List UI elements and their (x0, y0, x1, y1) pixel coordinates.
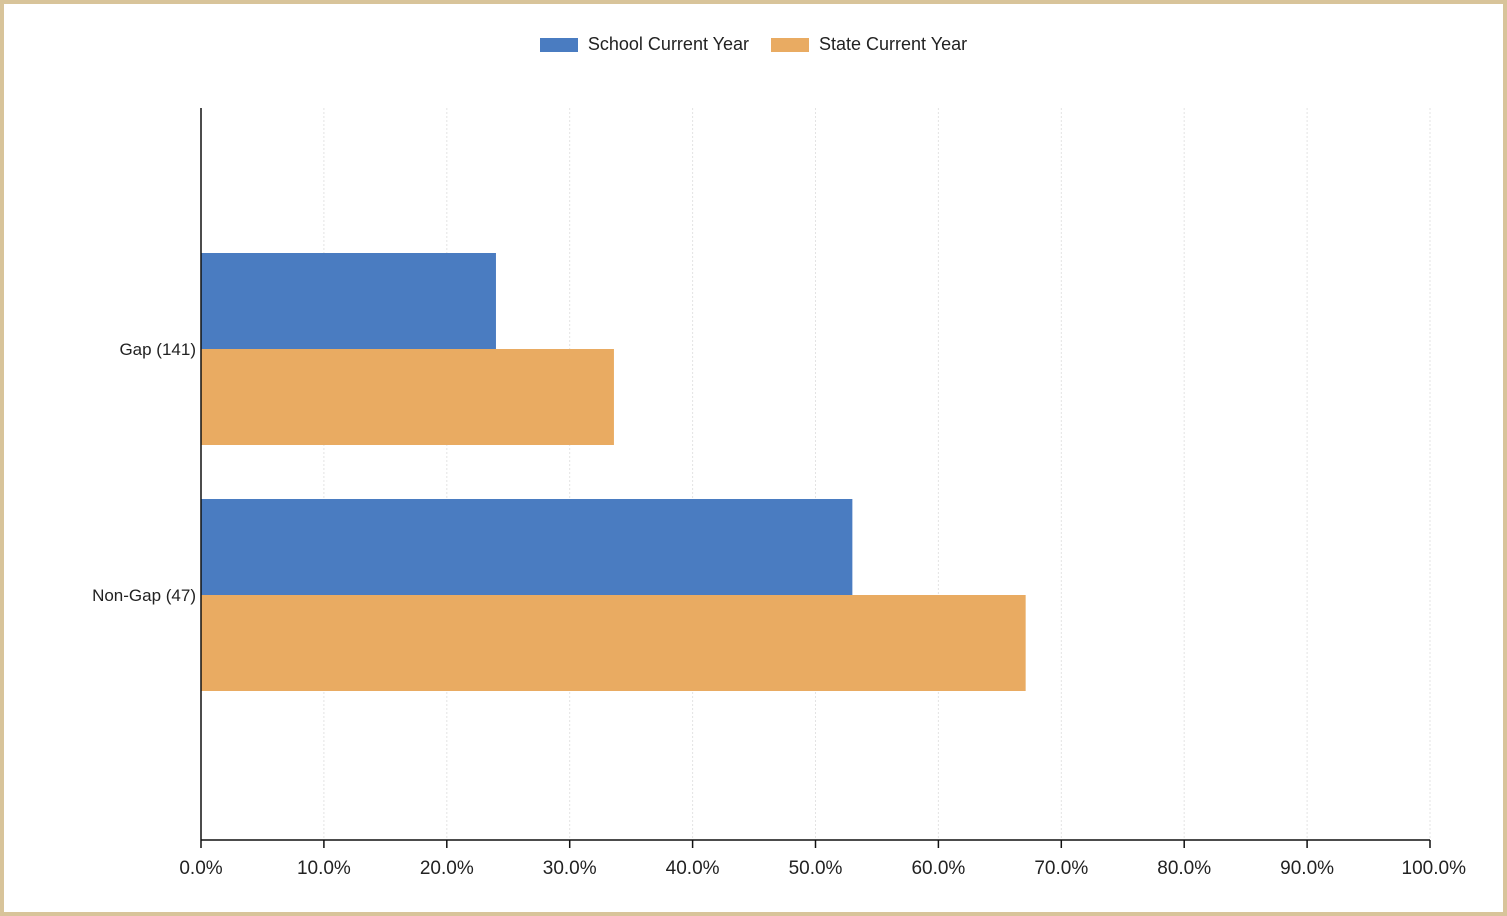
x-tick-label: 100.0% (1402, 858, 1467, 879)
x-tick-label: 0.0% (179, 858, 222, 879)
chart-frame (4, 4, 1503, 912)
x-tick-label: 70.0% (1034, 858, 1088, 879)
x-tick-label: 50.0% (789, 858, 843, 879)
x-tick-label: 90.0% (1280, 858, 1334, 879)
legend-item-school: School Current Year (539, 34, 749, 55)
legend-label-state: State Current Year (819, 34, 968, 54)
bar-school (201, 499, 853, 595)
legend-swatch-state (771, 37, 809, 52)
bar-state (201, 595, 1026, 691)
bar-state (201, 349, 614, 445)
x-tick-label: 10.0% (297, 858, 351, 879)
bar-school (201, 253, 496, 349)
x-tick-label: 80.0% (1157, 858, 1211, 879)
x-tick-label: 30.0% (543, 858, 597, 879)
legend-label-school: School Current Year (587, 34, 749, 54)
legend-swatch-school (539, 37, 578, 52)
category-label: Gap (141) (119, 340, 196, 359)
x-tick-label: 40.0% (666, 858, 720, 879)
legend: School Current Year State Current Year (0, 34, 1507, 55)
x-tick-label: 60.0% (911, 858, 965, 879)
x-tick-label: 20.0% (420, 858, 474, 879)
legend-item-state: State Current Year (771, 34, 967, 55)
category-label: Non-Gap (47) (92, 586, 196, 605)
